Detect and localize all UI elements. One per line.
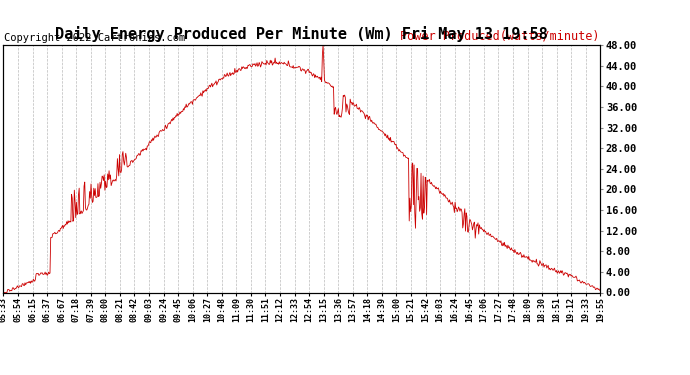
Text: Power Produced(watts/minute): Power Produced(watts/minute)	[400, 30, 600, 42]
Title: Daily Energy Produced Per Minute (Wm) Fri May 13 19:58: Daily Energy Produced Per Minute (Wm) Fr…	[55, 27, 549, 42]
Text: Copyright 2022 Cartronics.com: Copyright 2022 Cartronics.com	[4, 33, 186, 42]
